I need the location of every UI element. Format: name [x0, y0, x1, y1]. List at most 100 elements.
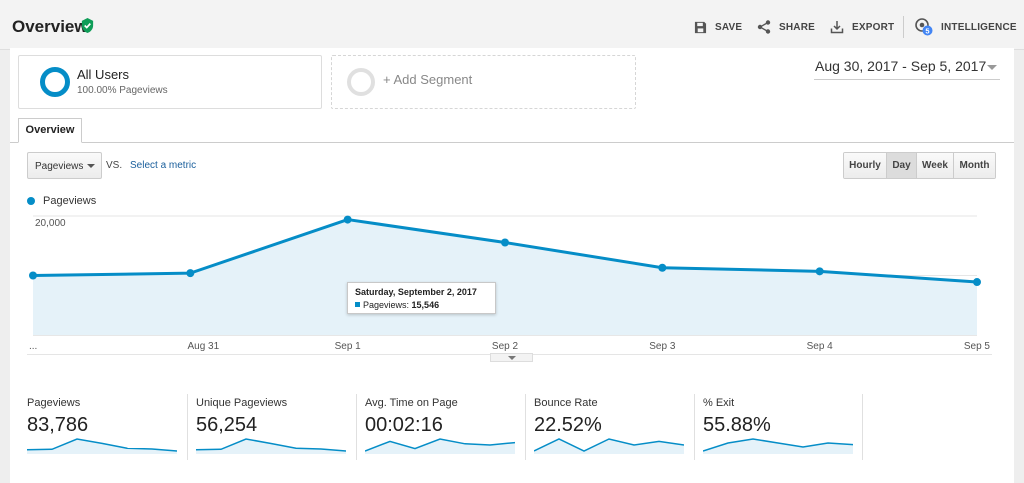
add-segment-button[interactable]: + Add Segment — [331, 55, 636, 109]
chevron-down-icon — [87, 164, 95, 168]
metric-select-value: Pageviews — [35, 161, 84, 172]
scorecard-value: 00:02:16 — [365, 414, 443, 436]
data-point — [29, 271, 37, 280]
export-button[interactable]: EXPORT — [830, 18, 894, 36]
share-button[interactable]: SHARE — [757, 18, 815, 36]
select-metric-link[interactable]: Select a metric — [130, 160, 197, 171]
sparkline-area — [534, 439, 684, 454]
tooltip-metric-label: Pageviews: — [363, 300, 410, 310]
sparkline-line — [703, 438, 853, 452]
granularity-day[interactable]: Day — [886, 153, 916, 178]
granularity-hourly[interactable]: Hourly — [844, 153, 886, 178]
tooltip-metric: Pageviews: 15,546 — [355, 300, 439, 310]
scorecard-exit[interactable]: % Exit 55.88% — [703, 394, 868, 460]
scorecard-divider — [187, 394, 188, 460]
x-tick-label: Sep 3 — [649, 341, 676, 352]
chart-legend: Pageviews — [27, 195, 96, 207]
scorecard-divider — [356, 394, 357, 460]
chevron-down-icon — [987, 65, 997, 70]
legend-swatch — [27, 197, 35, 205]
verified-check-icon — [81, 18, 94, 33]
segment-sub: 100.00% Pageviews — [77, 85, 168, 96]
intelligence-button[interactable]: 5 INTELLIGENCE — [915, 18, 1017, 36]
scorecard-sparkline — [365, 438, 515, 454]
scorecard-sparkline — [534, 438, 684, 454]
export-icon — [830, 21, 844, 34]
y-tick-label: 20,000 — [35, 218, 66, 229]
sparkline-area — [196, 439, 346, 454]
tab-divider — [10, 142, 1014, 143]
scorecard-value: 55.88% — [703, 414, 771, 436]
add-segment-label: + Add Segment — [383, 72, 473, 87]
save-button[interactable]: SAVE — [694, 18, 742, 36]
export-label: EXPORT — [852, 21, 895, 33]
share-label: SHARE — [779, 21, 816, 33]
scorecard-sparkline — [703, 438, 853, 454]
series-area — [33, 219, 977, 335]
scorecard-divider — [525, 394, 526, 460]
data-point — [658, 263, 667, 272]
scorecard-avg-time[interactable]: Avg. Time on Page 00:02:16 — [365, 394, 530, 460]
scorecard-value: 56,254 — [196, 414, 258, 436]
tooltip-swatch — [355, 302, 360, 307]
save-icon — [694, 21, 707, 33]
x-tick-label: Aug 31 — [187, 341, 219, 352]
data-point — [343, 215, 352, 224]
date-range-picker[interactable]: Aug 30, 2017 - Sep 5, 2017 — [814, 58, 1000, 80]
intelligence-label: INTELLIGENCE — [941, 21, 1017, 33]
sparkline-line — [27, 438, 177, 452]
report-header: Overview SAVE SHARE EXPORT — [0, 0, 1024, 50]
add-segment-ring-icon — [347, 68, 375, 96]
chevron-down-icon — [508, 356, 516, 360]
segment-ring-icon — [40, 67, 70, 97]
legend-label: Pageviews — [43, 195, 97, 207]
x-tick-label: Sep 4 — [807, 341, 834, 352]
scorecard-label: Unique Pageviews — [196, 397, 288, 409]
x-tick-label: ... — [29, 341, 37, 352]
x-tick-label: Sep 5 — [964, 341, 991, 352]
granularity-month[interactable]: Month — [953, 153, 995, 178]
scorecard-pageviews[interactable]: Pageviews 83,786 — [27, 394, 192, 460]
page-title: Overview — [12, 17, 88, 36]
tab-overview[interactable]: Overview — [18, 118, 82, 143]
scorecard-value: 22.52% — [534, 414, 602, 436]
granularity-week[interactable]: Week — [916, 153, 953, 178]
segment-name: All Users — [77, 67, 130, 82]
date-range-text: Aug 30, 2017 - Sep 5, 2017 — [815, 58, 987, 74]
sparkline-line — [365, 438, 515, 452]
scorecard-divider — [694, 394, 695, 460]
data-point — [815, 267, 824, 276]
scorecard-label: Avg. Time on Page — [365, 397, 458, 409]
data-point — [973, 278, 981, 287]
sparkline-area — [703, 439, 853, 454]
sparkline-line — [196, 438, 346, 452]
segment-all-users[interactable]: All Users 100.00% Pageviews — [18, 55, 322, 109]
sparkline-area — [27, 439, 177, 454]
chart-tooltip: Saturday, September 2, 2017 Pageviews: 1… — [347, 282, 496, 314]
scorecard-label: Bounce Rate — [534, 397, 598, 409]
scorecard-divider — [862, 394, 863, 460]
tooltip-value: 15,546 — [411, 300, 440, 310]
scorecard-sparkline — [27, 438, 177, 454]
metric-select[interactable]: Pageviews — [27, 152, 102, 179]
granularity-selector: Hourly Day Week Month — [843, 152, 996, 179]
scorecard-value: 83,786 — [27, 414, 89, 436]
vs-label: VS. — [106, 160, 123, 171]
intelligence-badge: 5 — [925, 26, 929, 35]
collapse-chart-toggle[interactable] — [490, 353, 533, 362]
scorecard-unique-pageviews[interactable]: Unique Pageviews 56,254 — [196, 394, 361, 460]
save-label: SAVE — [715, 21, 743, 33]
header-divider — [903, 16, 904, 38]
intelligence-icon: 5 — [915, 18, 933, 36]
scorecard-label: Pageviews — [27, 397, 81, 409]
sparkline-area — [365, 439, 515, 454]
tooltip-date: Saturday, September 2, 2017 — [355, 287, 477, 297]
scorecard-bounce-rate[interactable]: Bounce Rate 22.52% — [534, 394, 699, 460]
data-point — [186, 269, 195, 278]
scorecard-label: % Exit — [703, 397, 735, 409]
sparkline-line — [534, 438, 684, 452]
data-point — [501, 238, 509, 247]
x-tick-label: Sep 1 — [335, 341, 362, 352]
share-icon — [757, 20, 771, 34]
